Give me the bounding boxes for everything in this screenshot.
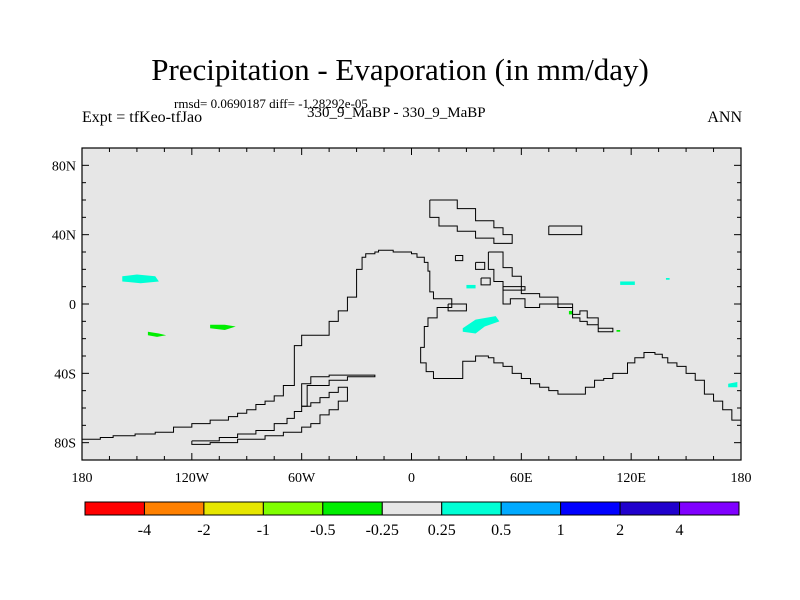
colorbar-swatch bbox=[203, 501, 264, 516]
shaded-region bbox=[665, 278, 670, 280]
y-tick-label: 40N bbox=[52, 229, 76, 244]
plot-background bbox=[82, 148, 741, 460]
colorbar-label: -1 bbox=[257, 522, 270, 539]
x-tick-label: 120W bbox=[175, 471, 210, 486]
x-tick-label: 180 bbox=[72, 471, 93, 486]
y-tick-label: 0 bbox=[69, 298, 76, 313]
shaded-region bbox=[568, 310, 573, 315]
x-tick-label: 60W bbox=[288, 471, 316, 486]
shaded-region bbox=[210, 324, 236, 330]
case-label: 330_9_MaBP - 330_9_MaBP bbox=[307, 105, 486, 121]
x-tick-label: 60E bbox=[510, 471, 533, 486]
coastline bbox=[429, 199, 513, 244]
y-tick-label: 80N bbox=[52, 159, 76, 174]
colorbar-label: 2 bbox=[616, 522, 624, 539]
shaded-region bbox=[466, 284, 476, 289]
coastline bbox=[82, 249, 741, 440]
colorbar-label: 1 bbox=[557, 522, 565, 539]
colorbar-swatch bbox=[619, 501, 681, 516]
x-tick-label: 0 bbox=[408, 471, 415, 486]
coastline bbox=[475, 261, 486, 270]
colorbar-swatch bbox=[679, 501, 740, 516]
shaded-region bbox=[147, 331, 167, 337]
x-tick-label: 180 bbox=[731, 471, 752, 486]
colorbar-swatch bbox=[322, 501, 383, 516]
plot-content bbox=[82, 199, 741, 445]
colorbar-swatch bbox=[381, 501, 443, 516]
chart-title: Precipitation - Evaporation (in mm/day) bbox=[151, 52, 649, 87]
coastline bbox=[548, 225, 583, 236]
coastline bbox=[447, 303, 467, 312]
colorbar-swatch bbox=[500, 501, 562, 516]
coastline bbox=[487, 251, 526, 291]
colorbar-label: 0.25 bbox=[428, 522, 456, 539]
shaded-region bbox=[728, 382, 738, 388]
colorbar-swatch bbox=[560, 501, 621, 516]
colorbar-swatch bbox=[143, 501, 205, 516]
colorbar-swatch bbox=[441, 501, 502, 516]
x-tick-label: 120E bbox=[616, 471, 646, 486]
coastline bbox=[502, 286, 614, 333]
shaded-region bbox=[620, 281, 635, 285]
shaded-region bbox=[616, 330, 621, 332]
colorbar-label: 4 bbox=[676, 522, 684, 539]
stats-line: rmsd= 0.0690187 diff= -1.28292e-05 bbox=[174, 96, 368, 111]
shaded-region bbox=[462, 316, 500, 334]
season-label: ANN bbox=[707, 109, 742, 126]
coastline bbox=[191, 386, 348, 445]
colorbar-swatch bbox=[262, 501, 324, 516]
colorbar-swatch bbox=[84, 501, 145, 516]
experiment-label: Expt = tfKeo-tfJao bbox=[82, 109, 203, 126]
coastline bbox=[454, 254, 464, 262]
shaded-region bbox=[122, 274, 159, 284]
y-tick-label: 80S bbox=[54, 437, 76, 452]
coastline bbox=[480, 277, 491, 286]
colorbar-label: -2 bbox=[197, 522, 210, 539]
colorbar-label: 0.5 bbox=[491, 522, 511, 539]
y-tick-label: 40S bbox=[54, 367, 76, 382]
colorbar-label: -0.5 bbox=[310, 522, 335, 539]
colorbar-label: -4 bbox=[138, 522, 151, 539]
colorbar-label: -0.25 bbox=[366, 522, 399, 539]
coastline bbox=[301, 374, 376, 407]
